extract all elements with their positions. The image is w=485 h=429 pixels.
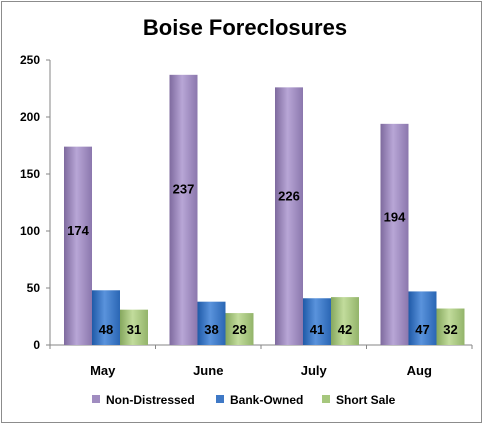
legend-label: Non-Distressed <box>106 393 195 407</box>
data-label: 28 <box>232 322 246 337</box>
bar-short-sale-july <box>331 297 359 345</box>
bar-non-distressed-july <box>275 87 303 346</box>
data-label: 174 <box>67 223 89 238</box>
bar-bank-owned-july <box>303 298 331 345</box>
bar-non-distressed-may <box>64 146 92 345</box>
x-tick-label: June <box>193 363 223 378</box>
y-tick-label: 50 <box>27 281 41 295</box>
bar-non-distressed-june <box>169 74 198 345</box>
data-label: 38 <box>204 322 218 337</box>
y-tick-label: 0 <box>33 338 40 352</box>
legend: Non-Distressed Bank-Owned Short Sale <box>92 393 396 407</box>
plot-area: 0 50 100 150 200 250 174 48 31 May 237 38 28 June 226 4… <box>20 53 473 378</box>
legend-swatch-bank-owned <box>216 395 224 403</box>
bar-bank-owned-may <box>92 290 120 345</box>
y-tick-label: 100 <box>20 224 40 238</box>
legend-swatch-short-sale <box>322 395 330 403</box>
chart-title: Boise Foreclosures <box>143 15 347 40</box>
bar-bank-owned-aug <box>408 291 437 345</box>
x-tick-label: May <box>90 363 116 378</box>
legend-label: Short Sale <box>336 393 396 407</box>
y-tick-label: 150 <box>20 167 40 181</box>
data-label: 48 <box>99 322 113 337</box>
data-label: 237 <box>173 181 195 196</box>
bar-short-sale-may <box>120 309 148 345</box>
data-label: 194 <box>384 210 406 225</box>
data-label: 42 <box>338 322 352 337</box>
data-label: 47 <box>415 322 429 337</box>
chart-svg: Boise Foreclosures 0 50 100 150 200 250 174 48 3… <box>20 15 473 407</box>
x-tick-label: Aug <box>407 363 432 378</box>
data-label: 226 <box>278 189 300 204</box>
y-tick-label: 250 <box>20 53 40 67</box>
chart-frame: Boise Foreclosures 0 50 100 150 200 250 174 48 3… <box>1 1 482 423</box>
x-tick-label: July <box>301 363 328 378</box>
bar-non-distressed-aug <box>380 123 409 345</box>
legend-label: Bank-Owned <box>230 393 303 407</box>
data-label: 32 <box>443 322 457 337</box>
bar-short-sale-aug <box>436 308 465 345</box>
data-label: 31 <box>127 322 141 337</box>
y-tick-label: 200 <box>20 110 40 124</box>
data-label: 41 <box>310 322 324 337</box>
bar-short-sale-june <box>225 313 254 345</box>
legend-swatch-non-distressed <box>92 395 100 403</box>
bar-bank-owned-june <box>197 301 226 345</box>
